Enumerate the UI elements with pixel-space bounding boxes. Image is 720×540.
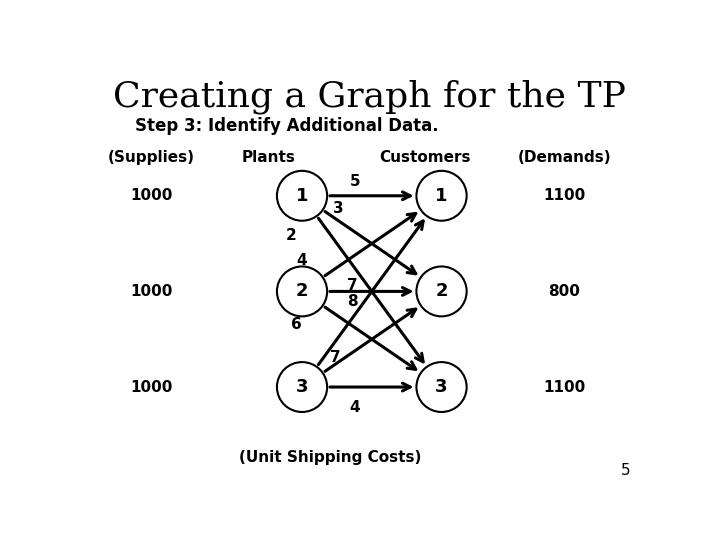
Text: Customers: Customers (379, 150, 471, 165)
Text: 2: 2 (436, 282, 448, 300)
Text: Step 3: Identify Additional Data.: Step 3: Identify Additional Data. (135, 117, 438, 135)
Text: 5: 5 (350, 174, 361, 188)
Text: 7: 7 (347, 278, 358, 293)
Text: 4: 4 (297, 253, 307, 268)
Text: 2: 2 (286, 228, 296, 243)
Text: 1: 1 (436, 187, 448, 205)
Text: 1000: 1000 (130, 188, 173, 203)
Text: 3: 3 (333, 201, 343, 216)
Text: (Unit Shipping Costs): (Unit Shipping Costs) (239, 450, 421, 465)
Text: Creating a Graph for the TP: Creating a Graph for the TP (112, 79, 626, 114)
Text: 3: 3 (436, 378, 448, 396)
Text: (Supplies): (Supplies) (108, 150, 195, 165)
Ellipse shape (416, 266, 467, 316)
Text: 4: 4 (350, 400, 361, 415)
Ellipse shape (277, 171, 327, 221)
Text: 3: 3 (296, 378, 308, 396)
Ellipse shape (416, 171, 467, 221)
Text: 2: 2 (296, 282, 308, 300)
Text: 6: 6 (291, 317, 302, 332)
Text: 1100: 1100 (543, 188, 585, 203)
Text: 1000: 1000 (130, 284, 173, 299)
Text: Plants: Plants (242, 150, 295, 165)
Text: 1100: 1100 (543, 380, 585, 395)
Ellipse shape (277, 362, 327, 412)
Text: 7: 7 (330, 350, 341, 366)
Text: 5: 5 (621, 463, 631, 478)
Text: 8: 8 (347, 294, 358, 309)
Ellipse shape (277, 266, 327, 316)
Text: 800: 800 (549, 284, 580, 299)
Text: 1: 1 (296, 187, 308, 205)
Ellipse shape (416, 362, 467, 412)
Text: 1000: 1000 (130, 380, 173, 395)
Text: (Demands): (Demands) (518, 150, 611, 165)
